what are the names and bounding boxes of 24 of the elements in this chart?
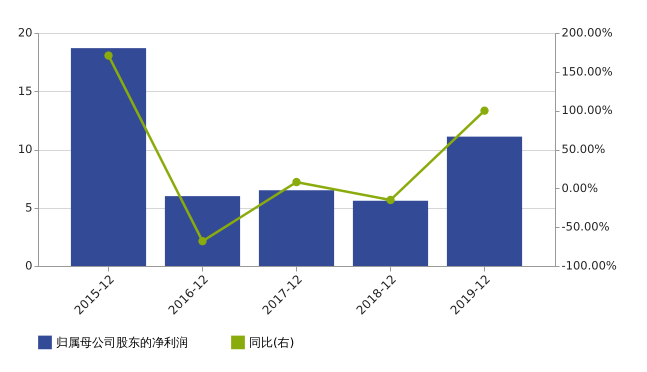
y-tick-label: 20 — [18, 26, 32, 40]
point — [292, 178, 301, 186]
legend-label: 归属母公司股东的净利润 — [56, 335, 188, 350]
bar — [352, 200, 428, 266]
bar — [164, 196, 240, 266]
y2-tick-label: -100.00% — [562, 258, 617, 272]
y-tick-label: 10 — [18, 142, 32, 156]
point — [198, 236, 207, 246]
y-tick-label: 0 — [25, 258, 32, 272]
y-tick-label: 5 — [25, 200, 32, 214]
legend-label: 同比(右) — [249, 335, 294, 350]
y2-tick-label: 100.00% — [562, 103, 613, 118]
bar — [258, 190, 334, 266]
y2-tick-label: 150.00% — [562, 64, 613, 78]
point — [104, 51, 113, 60]
bar — [70, 48, 146, 266]
y2-tick-label: 50.00% — [562, 142, 606, 156]
point — [480, 106, 489, 115]
y2-tick-label: 200.00% — [562, 26, 613, 40]
y2-tick-label: -50.00% — [562, 220, 610, 234]
point — [386, 196, 395, 204]
bar — [446, 136, 522, 266]
y2-tick-label: 0.00% — [562, 180, 598, 195]
y-tick-label: 15 — [18, 84, 32, 98]
